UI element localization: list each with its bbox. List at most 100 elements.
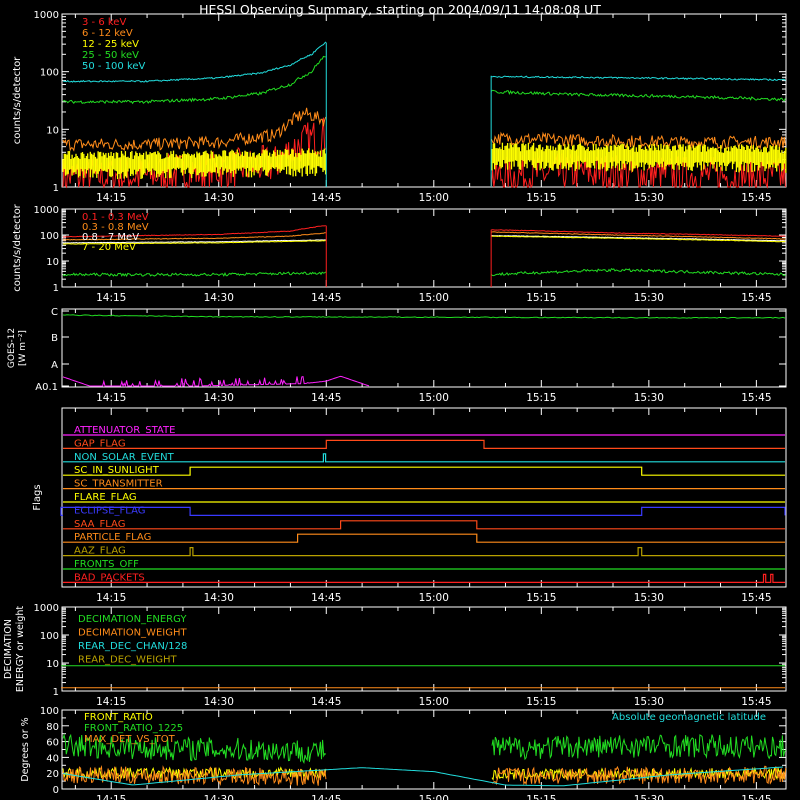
series-hi-3 bbox=[491, 235, 786, 243]
x-tick-label: 15:00 bbox=[419, 392, 449, 404]
y-axis-label: Degrees or % bbox=[20, 717, 31, 781]
x-tick-label: 14:45 bbox=[311, 696, 341, 708]
y-tick-label: 100 bbox=[40, 231, 59, 242]
x-tick-label: 14:30 bbox=[204, 696, 234, 708]
legend-entry: 6 - 12 keV bbox=[82, 28, 133, 39]
x-tick-label: 15:15 bbox=[526, 192, 556, 204]
series-hi-4 bbox=[62, 271, 327, 278]
x-tick-label: 14:30 bbox=[204, 592, 234, 604]
goes-panel: 14:15 14:30 14:45 15:00 15:15 15:30 15:45 A0.1 A… bbox=[7, 307, 787, 404]
y-axis-label: Flags bbox=[32, 484, 43, 510]
x-tick-label: 14:15 bbox=[96, 592, 126, 604]
x-tick-label: 14:45 bbox=[311, 292, 341, 304]
x-tick-label: 14:45 bbox=[311, 592, 341, 604]
series-1 bbox=[490, 131, 786, 150]
y-tick-label: 100 bbox=[40, 631, 59, 642]
legend-entry: REAR_DEC_CHAN/128 bbox=[78, 641, 187, 652]
flags-panel: 14:15 14:30 14:45 15:00 15:15 15:30 15:45 Flags… bbox=[32, 407, 787, 604]
y-tick-label: 40 bbox=[46, 753, 59, 764]
y-tick-label: 1000 bbox=[34, 205, 59, 216]
flag-label: SC_IN_SUNLIGHT bbox=[74, 465, 160, 476]
x-tick-label: 14:15 bbox=[96, 794, 126, 800]
x-tick-label: 15:45 bbox=[741, 592, 771, 604]
lightcurve-high-panel-frame bbox=[61, 208, 787, 288]
x-tick-label: 14:15 bbox=[96, 696, 126, 708]
x-tick-label: 15:15 bbox=[526, 392, 556, 404]
x-tick-label: 15:15 bbox=[526, 592, 556, 604]
x-tick-label: 15:45 bbox=[741, 392, 771, 404]
y-tick-label: B bbox=[51, 333, 58, 344]
goes-long-series bbox=[62, 314, 786, 319]
x-tick-label: 15:15 bbox=[526, 696, 556, 708]
legend-entry: 0.8 - 7 MeV bbox=[82, 232, 139, 243]
y-tick-label: 0 bbox=[53, 785, 59, 796]
lightcurve-high-panel: 14:15 14:30 14:45 15:00 15:15 15:30 15:45 1 10 10… bbox=[12, 203, 787, 304]
x-tick-label: 15:00 bbox=[419, 696, 449, 708]
decimation-panel: 14:15 14:30 14:45 15:00 15:15 15:30 15:45 1 10 10… bbox=[3, 603, 787, 708]
x-tick-label: 14:15 bbox=[96, 292, 126, 304]
legend-entry: 25 - 50 keV bbox=[82, 50, 139, 61]
series-hi-4 bbox=[491, 267, 786, 277]
ratio-series bbox=[491, 734, 787, 761]
ratio-series bbox=[62, 764, 327, 787]
legend-entry: DECIMATION_WEIGHT bbox=[78, 628, 187, 639]
x-tick-label: 15:30 bbox=[634, 592, 664, 604]
flags-panel-frame bbox=[61, 407, 787, 588]
x-tick-label: 14:15 bbox=[96, 192, 126, 204]
x-tick-label: 14:30 bbox=[204, 292, 234, 304]
x-tick-label: 15:00 bbox=[419, 292, 449, 304]
legend-entry: Absolute geomagnetic latitude bbox=[612, 712, 766, 723]
x-tick-label: 15:00 bbox=[419, 192, 449, 204]
series-hi-1 bbox=[62, 232, 326, 241]
y-tick-label: 10 bbox=[46, 659, 59, 670]
x-tick-label: 15:45 bbox=[741, 192, 771, 204]
x-tick-label: 15:30 bbox=[634, 696, 664, 708]
series-3 bbox=[491, 89, 786, 102]
x-tick-label: 15:15 bbox=[526, 292, 556, 304]
y-tick-label: 1 bbox=[53, 183, 59, 194]
decimation-panel-frame bbox=[61, 606, 787, 692]
series-3 bbox=[62, 55, 326, 105]
y-tick-label: 10 bbox=[46, 257, 59, 268]
x-tick-label: 14:30 bbox=[204, 192, 234, 204]
y-axis-label: DECIMATION bbox=[3, 619, 14, 679]
flag-label: AAZ_FLAG bbox=[74, 546, 126, 557]
y-tick-label: 10 bbox=[46, 125, 59, 136]
y-tick-label: 1000 bbox=[34, 10, 59, 21]
lightcurve-low-panel-frame bbox=[61, 13, 787, 188]
y-tick-label: 100 bbox=[40, 706, 59, 717]
x-tick-label: 14:30 bbox=[204, 794, 234, 800]
x-tick-label: 15:30 bbox=[634, 794, 664, 800]
flag-label: BAD_PACKETS bbox=[74, 572, 145, 583]
legend-entry: 3 - 6 keV bbox=[82, 17, 126, 28]
y-tick-label: A0.1 bbox=[35, 382, 58, 393]
y-axis-label: GOES-12 bbox=[7, 328, 17, 368]
flag-label: GAP_FLAG bbox=[74, 438, 126, 449]
legend-entry: DECIMATION_ENERGY bbox=[78, 614, 187, 625]
series-hi-3 bbox=[62, 240, 326, 245]
flag-trace bbox=[63, 573, 785, 584]
legend-entry: 50 - 100 keV bbox=[82, 61, 146, 72]
flag-trace bbox=[63, 439, 785, 449]
flag-label: ECLIPSE_FLAG bbox=[74, 505, 145, 516]
legend-entry: 12 - 25 keV bbox=[82, 39, 139, 50]
series-4 bbox=[491, 75, 786, 82]
x-tick-label: 15:45 bbox=[741, 696, 771, 708]
legend-entry: MAX_DET_VS_TOT bbox=[84, 734, 176, 745]
flag-label: SAA_FLAG bbox=[74, 519, 125, 530]
y-tick-label: 1 bbox=[53, 687, 59, 698]
flag-label: PARTICLE_FLAG bbox=[74, 532, 151, 543]
y-tick-label: 1 bbox=[53, 283, 59, 294]
y-tick-label: 20 bbox=[46, 769, 59, 780]
x-tick-label: 14:45 bbox=[311, 794, 341, 800]
goes-panel-frame bbox=[61, 308, 787, 388]
x-tick-label: 14:15 bbox=[96, 392, 126, 404]
legend-entry: REAR_DEC_WEIGHT bbox=[78, 655, 177, 666]
x-tick-label: 14:45 bbox=[311, 392, 341, 404]
y-axis-label: counts/s/detector bbox=[12, 203, 23, 291]
flag-trace bbox=[63, 453, 785, 463]
y-tick-label: 100 bbox=[40, 68, 59, 79]
ratio-series bbox=[62, 766, 784, 787]
x-tick-label: 15:00 bbox=[419, 794, 449, 800]
